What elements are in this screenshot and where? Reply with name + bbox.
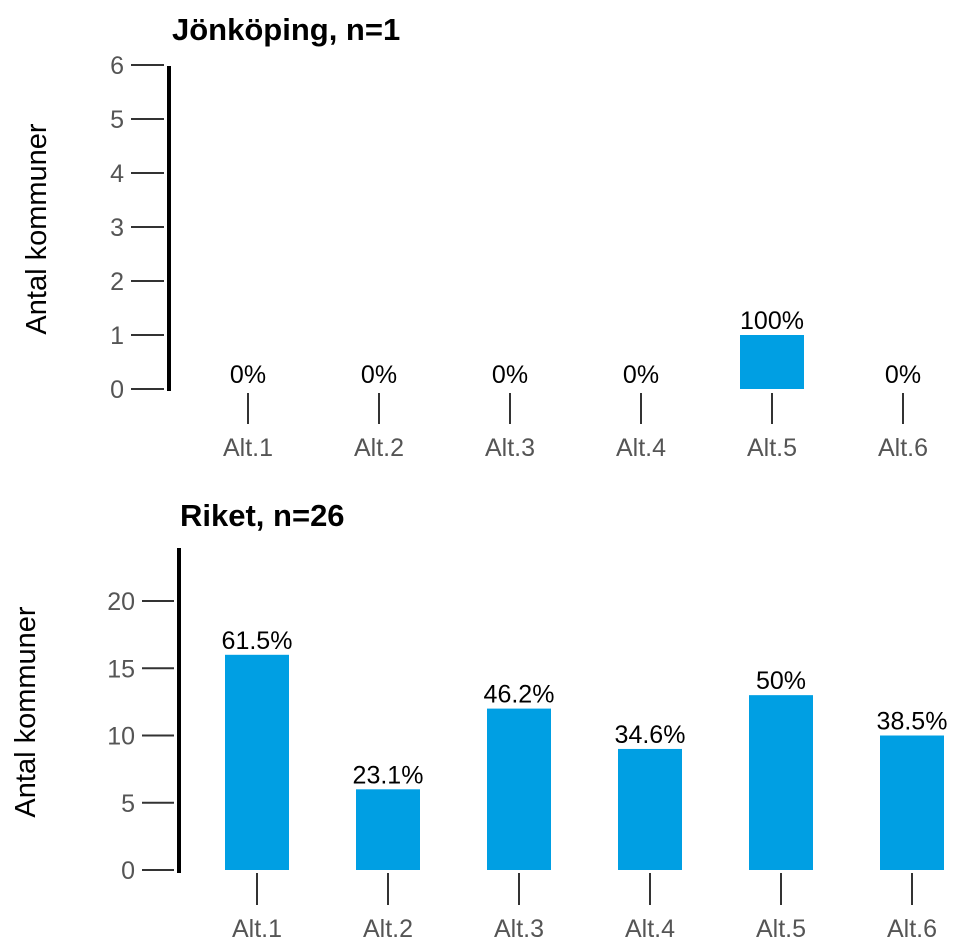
- bar: [356, 789, 420, 870]
- y-tick-label: 5: [110, 106, 124, 134]
- x-tick-label: Alt.2: [363, 915, 413, 943]
- chart-panel-jonkoping: Jönköping, n=1 Antal kommuner 0 1 2 3 4 5 6 Alt.1…: [21, 12, 928, 462]
- data-label: 0%: [361, 361, 397, 389]
- y-tick-label: 1: [110, 322, 124, 350]
- y-tick-label: 3: [110, 214, 124, 242]
- x-tick-label: Alt.3: [485, 434, 535, 462]
- bar: [740, 335, 804, 389]
- x-tick-label: Alt.6: [887, 915, 937, 943]
- x-tick-label: Alt.2: [354, 434, 404, 462]
- x-tick-label: Alt.3: [494, 915, 544, 943]
- y-tick-label: 0: [110, 376, 124, 404]
- x-tick-label: Alt.1: [223, 434, 273, 462]
- data-label: 46.2%: [484, 681, 555, 709]
- x-tick-label: Alt.6: [878, 434, 928, 462]
- x-tick-label: Alt.4: [625, 915, 675, 943]
- data-label: 50%: [756, 667, 806, 695]
- data-label: 0%: [885, 361, 921, 389]
- bar: [487, 708, 551, 870]
- data-label: 0%: [492, 361, 528, 389]
- y-tick-label: 6: [110, 52, 124, 80]
- data-label: 34.6%: [615, 721, 686, 749]
- chart-title: Jönköping, n=1: [172, 12, 400, 47]
- data-label: 38.5%: [877, 708, 948, 736]
- data-label: 23.1%: [353, 761, 424, 789]
- x-tick-label: Alt.5: [756, 915, 806, 943]
- x-tick-label: Alt.5: [747, 434, 797, 462]
- bar: [225, 654, 289, 870]
- y-tick-label: 15: [107, 655, 135, 683]
- y-tick-label: 2: [110, 268, 124, 296]
- bar: [749, 695, 813, 870]
- data-label: 61.5%: [222, 627, 293, 655]
- bar: [618, 748, 682, 870]
- y-axis-label: Antal kommuner: [10, 606, 42, 817]
- chart-panel-riket: Riket, n=26 Antal kommuner 0 5 10 15 20 Alt.1 61…: [10, 498, 947, 943]
- data-label: 0%: [230, 361, 266, 389]
- chart-title: Riket, n=26: [180, 498, 345, 533]
- y-tick-label: 0: [121, 857, 135, 885]
- y-tick-label: 10: [107, 723, 135, 751]
- data-label: 100%: [740, 307, 804, 335]
- y-axis-label: Antal kommuner: [21, 123, 53, 334]
- x-tick-label: Alt.1: [232, 915, 282, 943]
- x-tick-label: Alt.4: [616, 434, 666, 462]
- y-tick-label: 5: [121, 790, 135, 818]
- bar: [880, 735, 944, 870]
- y-tick-label: 4: [110, 160, 124, 188]
- y-tick-label: 20: [107, 588, 135, 616]
- data-label: 0%: [623, 361, 659, 389]
